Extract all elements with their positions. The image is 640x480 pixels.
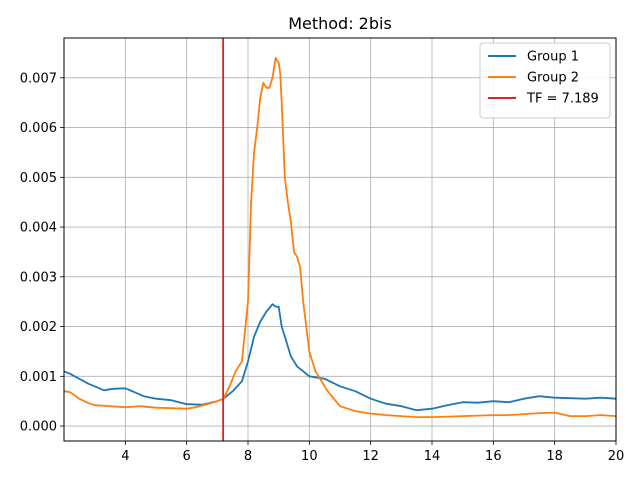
y-tick-label: 0.003 [20,270,57,285]
x-tick-label: 14 [424,449,441,464]
y-axis: 0.000 0.001 0.002 0.003 0.004 0.005 0.006 0.007 [20,71,64,435]
y-tick-label: 0.005 [20,171,57,186]
x-tick-label: 4 [121,449,129,464]
x-tick-label: 12 [362,449,379,464]
plot-frame [63,37,617,442]
x-tick-label: 18 [546,449,563,464]
legend-label: Group 2 [527,71,579,86]
y-tick-label: 0.000 [20,420,57,435]
legend: Group 1 Group 2 TF = 7.189 [479,42,611,119]
legend-label: TF = 7.189 [526,92,599,107]
series-line-1 [63,303,617,412]
x-tick-label: 16 [485,449,502,464]
y-tick-label: 0.006 [20,121,57,136]
x-axis: 4 6 8 10 12 14 16 18 20 [121,441,624,464]
y-tick-label: 0.004 [20,221,57,236]
legend-box [479,42,611,119]
y-tick-label: 0.002 [20,320,57,335]
x-tick-label: 8 [244,449,252,464]
plot-area [63,38,617,441]
series-line-2 [63,57,617,419]
x-tick-label: 10 [301,449,318,464]
legend-label: Group 1 [527,50,579,65]
y-tick-label: 0.007 [20,71,57,86]
x-tick-label: 20 [608,449,625,464]
chart-title: Method: 2bis [288,14,392,33]
y-tick-label: 0.001 [20,370,57,385]
x-tick-label: 6 [183,449,191,464]
